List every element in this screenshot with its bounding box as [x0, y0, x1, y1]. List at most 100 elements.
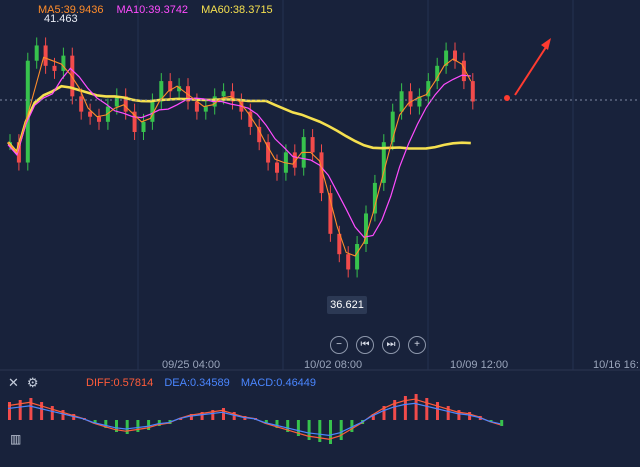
- macd-bar: [136, 420, 140, 432]
- macd-bar: [93, 420, 97, 424]
- macd-bar: [189, 414, 193, 420]
- macd-bar: [40, 402, 44, 420]
- macd-bar: [371, 414, 375, 420]
- trend-arrow: [514, 43, 549, 96]
- candle: [52, 65, 57, 71]
- macd-bar: [50, 406, 54, 420]
- candle: [132, 111, 137, 132]
- candle: [346, 254, 351, 270]
- candle: [364, 213, 368, 244]
- macd-bar: [339, 420, 343, 440]
- candle: [444, 50, 449, 66]
- candle: [150, 101, 155, 122]
- macd-bar: [179, 418, 183, 420]
- macd-bar: [489, 420, 493, 422]
- candle: [453, 50, 457, 61]
- macd-bar: [307, 420, 311, 440]
- candle: [355, 244, 360, 270]
- macd-bar: [18, 400, 22, 420]
- candle: [381, 142, 386, 183]
- candle: [34, 45, 39, 61]
- candle: [470, 81, 475, 102]
- macd-bar: [286, 420, 290, 432]
- high-price-label: 41.463: [44, 13, 78, 25]
- macd-bar: [211, 410, 215, 420]
- macd-bar: [222, 408, 225, 420]
- candle: [248, 111, 253, 127]
- macd-bar: [8, 402, 11, 420]
- macd-bar: [104, 420, 108, 428]
- candle: [141, 121, 146, 132]
- macd-bar: [393, 400, 397, 420]
- candle: [319, 152, 324, 194]
- ma60-line: [7, 84, 471, 156]
- macd-bar: [157, 420, 161, 426]
- macd-bar: [403, 396, 407, 420]
- candle: [186, 86, 190, 102]
- candle: [61, 55, 66, 71]
- candle: [275, 162, 279, 173]
- x-axis-label-3: 10/16 16:: [593, 359, 639, 371]
- candle: [390, 111, 395, 143]
- zoom-in-button[interactable]: +: [408, 336, 426, 354]
- macd-bar: [264, 420, 268, 424]
- candle: [105, 106, 110, 122]
- candle: [426, 81, 431, 97]
- candle: [159, 81, 164, 102]
- candle: [417, 96, 422, 107]
- x-axis-label-0: 09/25 04:00: [162, 359, 221, 371]
- candle: [435, 65, 440, 82]
- macd-bar: [147, 420, 151, 430]
- candle: [221, 91, 226, 97]
- candle: [408, 91, 413, 107]
- candle: [372, 182, 377, 214]
- macd-bar: [61, 410, 65, 420]
- candle: [328, 193, 333, 234]
- candle: [88, 111, 93, 117]
- ma5-label: MA5:39.9436: [38, 4, 104, 16]
- candle: [177, 86, 182, 92]
- macd-label: MACD:0.46449: [240, 377, 317, 389]
- ma60-label: MA60:38.3715: [201, 4, 273, 16]
- zoom-out-button[interactable]: −: [330, 336, 348, 354]
- macd-bar: [446, 406, 450, 420]
- bar-chart-icon[interactable]: ▥: [10, 432, 22, 446]
- candle: [97, 116, 101, 122]
- macd-legend: DIFF:0.57814 DEA:0.34589 MACD:0.46449: [86, 377, 324, 389]
- ma5-line: [7, 56, 472, 257]
- trend-arrow-head: [541, 38, 551, 50]
- macd-bar: [318, 420, 322, 442]
- candle: [399, 91, 404, 112]
- candle: [337, 233, 342, 255]
- candle: [257, 126, 262, 143]
- candle: [114, 96, 119, 107]
- diff-label: DIFF:0.57814: [86, 377, 154, 389]
- macd-bar: [329, 420, 332, 444]
- macd-bar: [232, 412, 236, 420]
- close-icon[interactable]: ✕: [8, 375, 19, 390]
- next-button[interactable]: ⏭: [382, 336, 400, 354]
- chart-navigation: − ⏮ ⏭ +: [330, 336, 426, 354]
- macd-bar: [500, 420, 504, 426]
- candle: [292, 152, 297, 168]
- gear-icon[interactable]: ⚙: [26, 375, 39, 390]
- macd-bar: [436, 402, 439, 420]
- candle: [203, 106, 208, 112]
- candle: [266, 142, 271, 163]
- candle: [16, 142, 21, 163]
- candle: [310, 137, 315, 153]
- macd-bar: [29, 398, 33, 420]
- x-axis-label-2: 10/09 12:00: [450, 359, 509, 371]
- dea-line: [7, 402, 501, 436]
- candle: [168, 81, 173, 92]
- macd-bar: [457, 410, 461, 420]
- candle: [123, 96, 128, 112]
- previous-button[interactable]: ⏮: [356, 336, 374, 354]
- macd-bar: [115, 420, 118, 432]
- indicator-tools: ✕ ⚙: [8, 375, 39, 391]
- macd-bar: [414, 394, 418, 420]
- candle: [25, 60, 30, 163]
- ma10-line: [7, 67, 471, 238]
